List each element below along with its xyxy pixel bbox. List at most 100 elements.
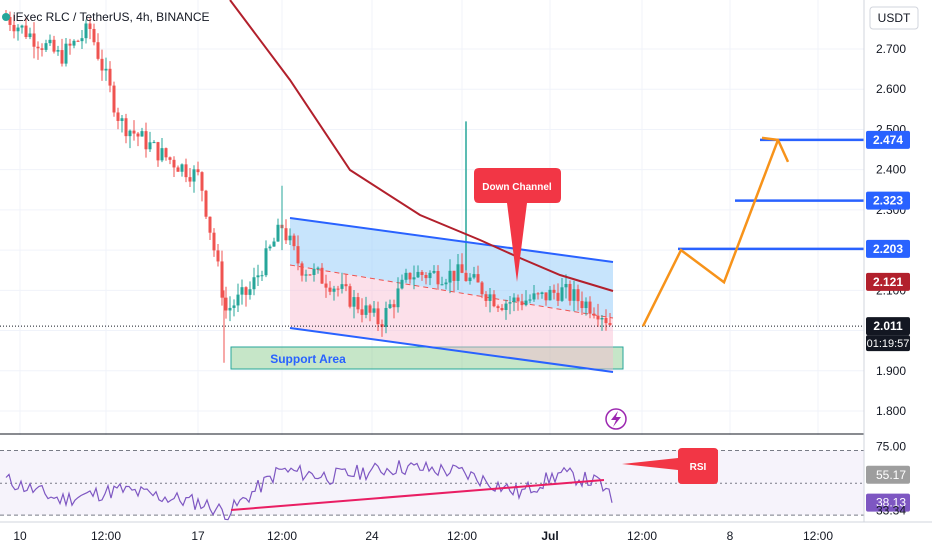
candle-body: [532, 293, 536, 300]
candle: [176, 165, 180, 172]
candle-body: [300, 263, 304, 276]
price-badge-value: 2.323: [873, 194, 903, 208]
rsi-line[interactable]: [5, 460, 613, 521]
candle-body: [72, 40, 76, 46]
projection-arrowhead: [761, 136, 790, 163]
lightning-icon[interactable]: [605, 408, 627, 430]
candle: [356, 292, 360, 314]
candle-body: [152, 142, 156, 144]
candle-body: [608, 323, 612, 325]
rsi-callout[interactable]: RSI: [622, 448, 718, 484]
candle-body: [460, 264, 464, 273]
candle-body: [128, 130, 132, 137]
candle: [252, 267, 256, 296]
candle-body: [196, 169, 200, 173]
candle-body: [244, 287, 248, 295]
price-badge-ema[interactable]: 2.121: [866, 272, 910, 291]
candle-body: [368, 305, 372, 313]
candle: [384, 301, 388, 334]
candle: [96, 33, 100, 61]
candle-body: [176, 167, 180, 172]
candle-body: [516, 297, 520, 302]
channel-upper-line[interactable]: [289, 217, 614, 263]
candle: [16, 24, 20, 41]
price-badge-last[interactable]: 2.011 01:19:57: [866, 317, 910, 352]
candle-body: [548, 289, 552, 301]
candle-body: [580, 301, 584, 309]
candle: [32, 22, 36, 59]
candle: [448, 259, 452, 294]
candle: [340, 272, 344, 294]
candle: [264, 240, 268, 278]
candle: [124, 113, 128, 144]
candle: [484, 291, 488, 307]
candle: [56, 45, 60, 56]
candle: [580, 291, 584, 315]
candle: [584, 297, 588, 316]
currency-button[interactable]: USDT: [869, 6, 919, 30]
down-channel-callout[interactable]: Down Channel: [474, 168, 561, 282]
candle-body: [492, 294, 496, 307]
candle-body: [484, 294, 488, 301]
candle: [148, 131, 152, 153]
price-badge-target-1[interactable]: 2.203: [866, 239, 910, 258]
candle: [76, 39, 80, 42]
live-dot-icon: [2, 13, 10, 21]
candle-body: [188, 177, 192, 182]
candle: [216, 244, 220, 267]
candle: [604, 309, 608, 331]
time-axis[interactable]: 10 12:00 17 12:00 24 12:00 Jul 12:00 8 12:00: [13, 529, 833, 543]
rsi-trendline[interactable]: [230, 479, 605, 511]
price-badge-bg: [866, 130, 910, 149]
time-tick-label: 24: [365, 529, 379, 543]
candle: [316, 266, 320, 274]
currency-label: USDT: [878, 11, 911, 25]
candle: [544, 292, 548, 306]
candle: [100, 49, 104, 81]
candle: [472, 266, 476, 280]
candle: [128, 129, 132, 149]
chart-header: iExec RLC / TetherUS, 4h, BINANCE: [2, 10, 210, 24]
candle-body: [120, 118, 124, 121]
chart-title: iExec RLC / TetherUS, 4h, BINANCE: [13, 10, 210, 24]
rsi-tick-label: 33.34: [876, 504, 906, 518]
candle: [212, 228, 216, 257]
price-badge-target-3[interactable]: 2.474: [866, 130, 910, 149]
candle: [496, 304, 500, 313]
candle-body: [284, 228, 288, 241]
candle: [416, 265, 420, 278]
projection-path[interactable]: [641, 139, 780, 327]
candle: [248, 281, 252, 300]
candle-body: [604, 317, 608, 324]
candle-body: [444, 282, 448, 285]
candle: [220, 250, 224, 306]
price-tick-label: 2.700: [876, 42, 906, 56]
rsi-tick-label: 38.13: [876, 496, 906, 510]
candle: [168, 156, 172, 165]
price-badge-bg: [866, 317, 910, 336]
moving-average-line[interactable]: [229, 0, 614, 292]
price-badge-value: 2.121: [873, 275, 903, 289]
channel-lower-line[interactable]: [289, 327, 614, 373]
candle-body: [144, 131, 148, 150]
candle: [552, 284, 556, 300]
candle: [108, 61, 112, 93]
candle: [460, 253, 464, 274]
candle: [260, 270, 264, 282]
price-badge-target-2[interactable]: 2.323: [866, 191, 910, 210]
price-tick-label: 2.400: [876, 163, 906, 177]
candle-body: [356, 297, 360, 310]
candle: [40, 43, 44, 57]
candle-body: [180, 164, 184, 172]
candle-body: [316, 267, 320, 269]
candle: [60, 38, 64, 67]
price-tick-label: 1.900: [876, 364, 906, 378]
candle-body: [500, 308, 504, 310]
candle-body: [28, 33, 32, 38]
candle: [372, 301, 376, 317]
candle-body: [88, 23, 92, 29]
candle-body: [520, 301, 524, 306]
candle-body: [544, 292, 548, 301]
candle: [412, 265, 416, 290]
candle: [424, 272, 428, 285]
